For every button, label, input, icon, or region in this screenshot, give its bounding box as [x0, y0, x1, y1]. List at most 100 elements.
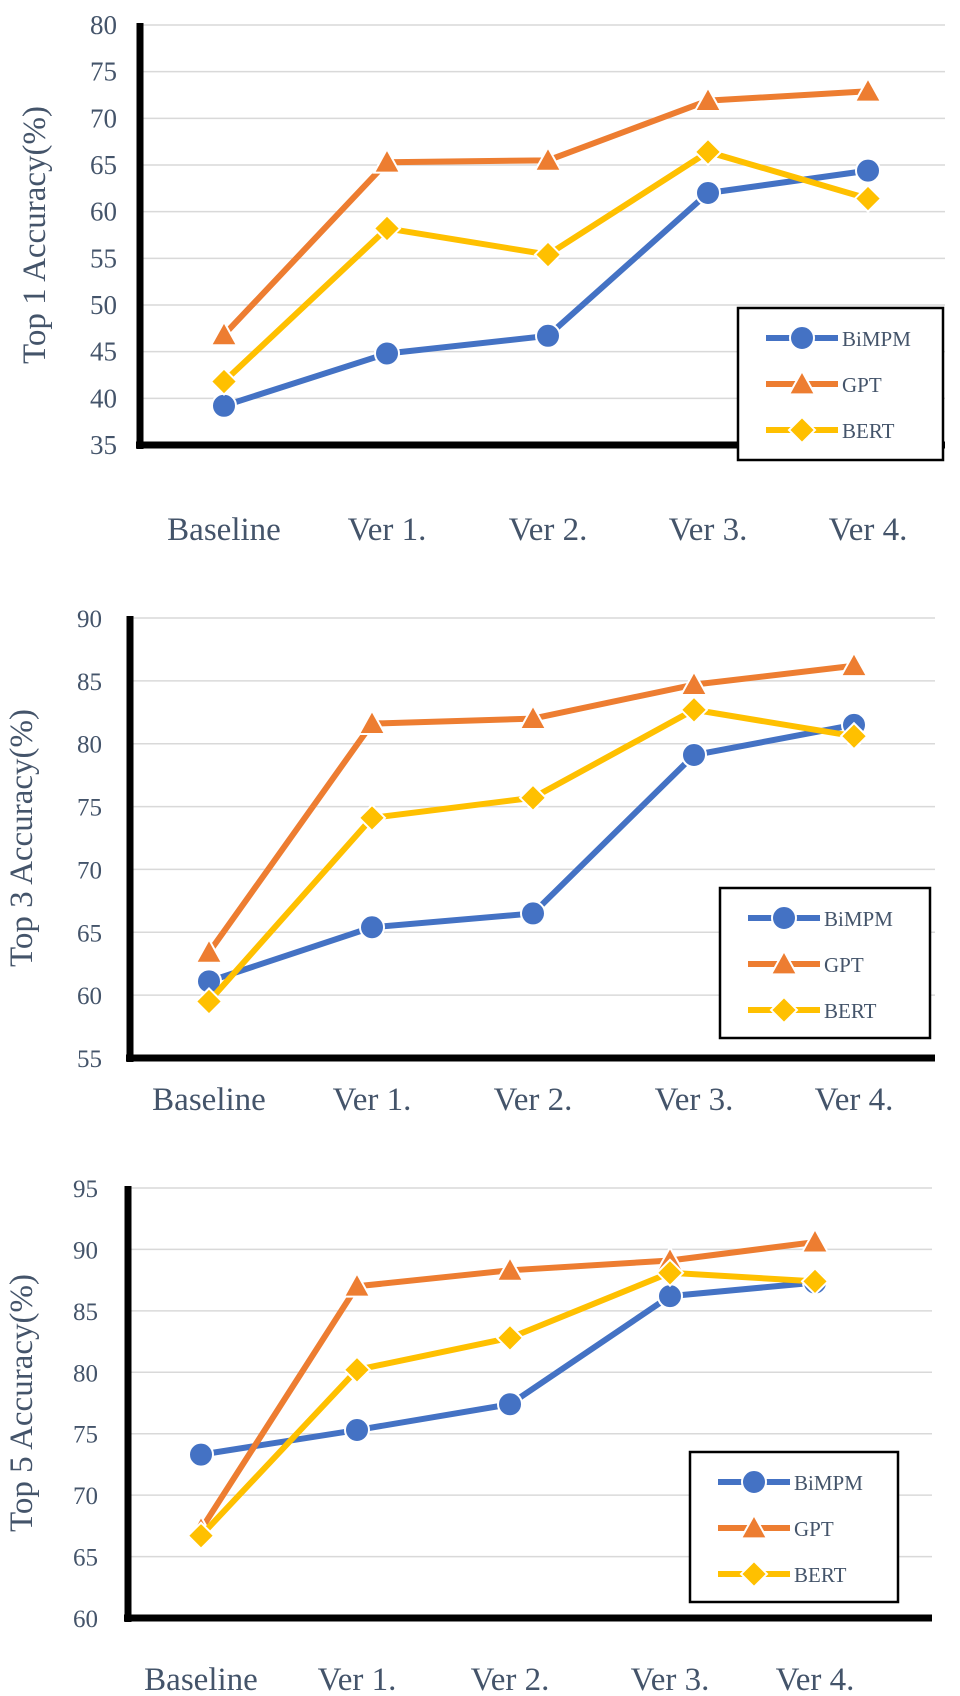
legend-label: GPT	[794, 1517, 834, 1541]
y-tick-label: 65	[73, 1545, 98, 1572]
y-tick-label: 35	[90, 430, 117, 460]
legend-marker-bimpm	[741, 1469, 767, 1495]
y-tick-label: 50	[90, 290, 117, 320]
data-point-gpt	[679, 669, 709, 697]
y-axis-label: Top 1 Accuracy(%)	[17, 106, 53, 364]
data-point-gpt	[693, 85, 723, 112]
data-point-gpt	[342, 1271, 372, 1298]
data-point-bert	[655, 1258, 685, 1288]
data-point-gpt	[495, 1255, 525, 1282]
y-tick-label: 85	[77, 669, 102, 696]
data-point-bert	[533, 240, 563, 270]
legend-marker-bert	[769, 995, 799, 1025]
data-point-gpt	[518, 703, 548, 730]
x-tick-label: Ver 2.	[509, 512, 588, 548]
y-axis-label: Top 5 Accuracy(%)	[4, 1274, 40, 1532]
data-point-bimpm	[344, 1417, 370, 1444]
legend-marker-gpt	[739, 1512, 769, 1540]
y-tick-label: 60	[73, 1606, 98, 1633]
data-point-gpt	[800, 1226, 830, 1254]
series-line-bimpm	[200, 1279, 816, 1458]
data-point-bert	[209, 367, 239, 396]
x-tick-label: Baseline	[167, 512, 281, 548]
data-point-bert	[518, 783, 548, 813]
x-tick-label: Ver 4.	[815, 1082, 894, 1118]
legend-box	[736, 306, 945, 462]
data-point-bimpm	[681, 742, 707, 769]
data-point-bimpm	[497, 1391, 523, 1418]
y-tick-label: 40	[90, 383, 117, 413]
legend-label: BiMPM	[842, 327, 911, 351]
data-point-gpt	[357, 708, 387, 735]
x-tick-label: Ver 4.	[829, 512, 908, 548]
y-tick-label: 80	[90, 10, 117, 40]
data-point-bimpm	[374, 340, 400, 367]
legend-marker-bert	[787, 415, 817, 445]
y-tick-label: 95	[73, 1176, 98, 1203]
legend-label: BERT	[842, 419, 895, 443]
data-point-gpt	[194, 937, 224, 964]
data-point-bimpm	[695, 180, 721, 206]
data-point-bimpm	[520, 900, 546, 927]
y-tick-label: 90	[77, 606, 102, 633]
data-point-bert	[186, 1521, 216, 1551]
legend-label: GPT	[842, 373, 882, 397]
x-tick-label: Ver 3.	[669, 512, 748, 548]
chart-2: 55 60 65 70 75 80 85 90 Top 3 Accuracy(%) Baselin…	[4, 606, 935, 1118]
y-tick-label: 70	[90, 103, 117, 133]
x-tick-label: Ver 1.	[348, 512, 427, 548]
data-point-bimpm	[657, 1283, 683, 1310]
legend-label: BiMPM	[824, 907, 893, 931]
legend: BiMPM GPT BERT	[736, 306, 945, 462]
y-tick-label: 60	[90, 197, 117, 227]
legend-marker-gpt	[769, 948, 799, 976]
y-tick-label: 80	[77, 732, 102, 759]
data-point-bert	[679, 695, 709, 725]
y-tick-label: 85	[73, 1299, 98, 1326]
data-point-bert	[194, 987, 224, 1016]
legend-marker-bimpm	[789, 325, 815, 351]
y-tick-label: 75	[77, 795, 102, 822]
x-tick-label: Ver 1.	[333, 1082, 412, 1118]
y-tick-label: 70	[77, 857, 102, 884]
y-tick-label: 55	[90, 243, 117, 273]
chart-3: 60 65 70 75 80 85 90 95 Top 5 Accuracy(%) Baselin…	[4, 1176, 932, 1696]
x-tick-label: Ver 3.	[655, 1082, 734, 1118]
legend-marker-gpt	[787, 368, 817, 396]
legend-label: GPT	[824, 953, 864, 977]
data-point-gpt	[372, 147, 402, 174]
y-tick-label: 90	[73, 1237, 98, 1264]
data-point-bimpm	[188, 1441, 214, 1468]
y-axis-label: Top 3 Accuracy(%)	[4, 709, 40, 967]
legend: BiMPM GPT BERT	[688, 1450, 900, 1604]
data-point-bert	[853, 184, 883, 214]
x-tick-label: Ver 1.	[318, 1662, 397, 1696]
data-point-bert	[693, 137, 723, 167]
data-point-bert	[839, 721, 869, 751]
data-point-bert	[372, 214, 402, 243]
y-tick-label: 45	[90, 337, 117, 367]
data-point-bert	[357, 803, 387, 833]
data-point-bimpm	[359, 914, 385, 941]
legend-label: BERT	[824, 999, 877, 1023]
x-tick-label: Ver 4.	[776, 1662, 855, 1696]
legend-label: BiMPM	[794, 1471, 863, 1495]
data-point-bert	[342, 1355, 372, 1385]
data-point-bimpm	[855, 157, 881, 184]
data-point-gpt	[853, 76, 883, 103]
legend-marker-bert	[739, 1559, 769, 1589]
x-tick-label: Ver 3.	[631, 1662, 710, 1696]
chart-1: 35 40 45 50 55 60 65 70 75 80 Top 1 Accuracy(%) Bas…	[17, 10, 945, 548]
data-point-gpt	[839, 650, 869, 678]
series-line-gpt	[221, 88, 869, 337]
y-tick-label: 75	[90, 57, 117, 87]
x-tick-label: Ver 2.	[494, 1082, 573, 1118]
legend-label: BERT	[794, 1563, 847, 1587]
y-tick-label: 65	[77, 920, 102, 947]
x-tick-label: Baseline	[152, 1082, 266, 1118]
y-tick-label: 70	[73, 1483, 98, 1510]
data-point-bert	[800, 1266, 830, 1296]
data-point-gpt	[533, 145, 563, 172]
data-point-bimpm	[211, 392, 237, 419]
